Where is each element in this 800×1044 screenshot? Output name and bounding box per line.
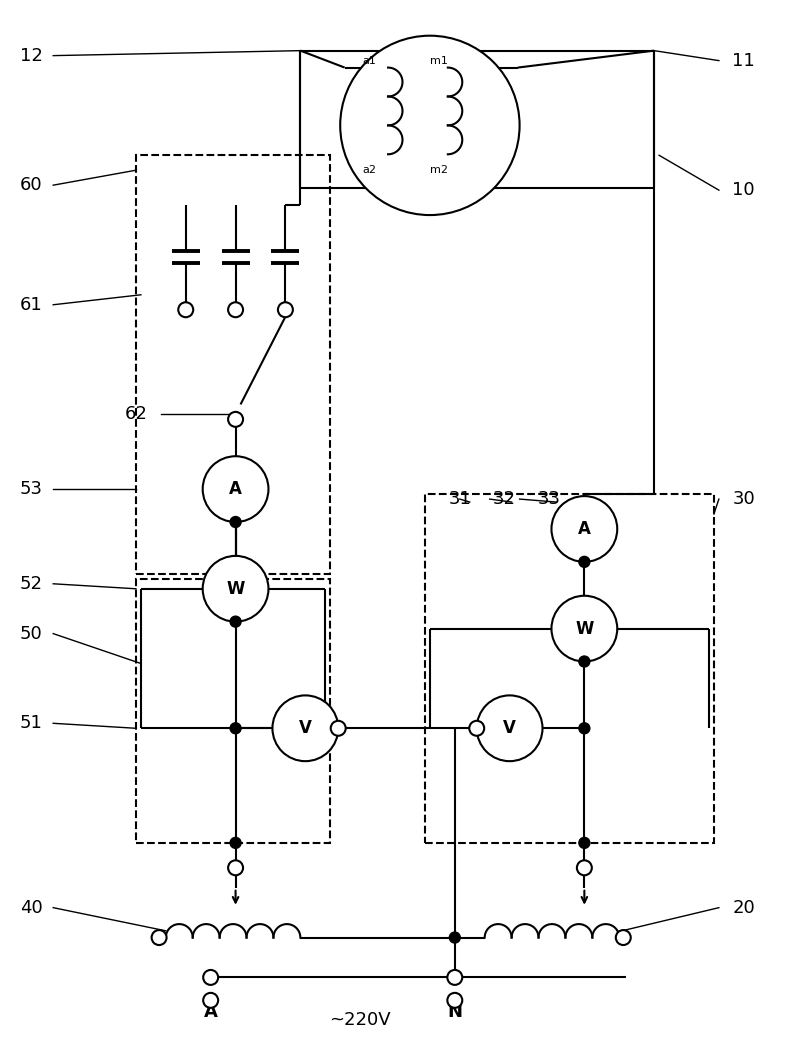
- Text: m1: m1: [430, 55, 448, 66]
- Bar: [425, 494, 714, 843]
- Text: 61: 61: [20, 295, 42, 314]
- Circle shape: [230, 616, 241, 627]
- Circle shape: [230, 517, 241, 527]
- Text: m2: m2: [430, 165, 448, 175]
- Text: 30: 30: [733, 490, 755, 508]
- Circle shape: [477, 695, 542, 761]
- Text: 52: 52: [20, 575, 42, 593]
- Circle shape: [579, 556, 590, 567]
- Text: A: A: [578, 520, 590, 538]
- Text: A: A: [204, 1003, 218, 1021]
- Text: ~220V: ~220V: [330, 1012, 391, 1029]
- Text: 33: 33: [538, 490, 561, 508]
- Circle shape: [273, 695, 338, 761]
- Text: a2: a2: [362, 165, 376, 175]
- Text: a1: a1: [362, 55, 376, 66]
- Circle shape: [340, 35, 519, 215]
- Circle shape: [551, 496, 618, 562]
- Circle shape: [178, 303, 194, 317]
- Text: 12: 12: [20, 47, 42, 65]
- Bar: [136, 156, 330, 574]
- Circle shape: [447, 970, 462, 984]
- Text: 31: 31: [448, 490, 471, 508]
- Text: 10: 10: [733, 182, 755, 199]
- Circle shape: [579, 837, 590, 849]
- Circle shape: [577, 860, 592, 875]
- Circle shape: [579, 722, 590, 734]
- Circle shape: [278, 303, 293, 317]
- Text: 62: 62: [125, 405, 147, 424]
- Circle shape: [447, 993, 462, 1007]
- Circle shape: [230, 837, 241, 849]
- Text: V: V: [299, 719, 312, 737]
- Circle shape: [228, 412, 243, 427]
- Text: W: W: [226, 579, 245, 598]
- Circle shape: [230, 722, 241, 734]
- Circle shape: [616, 930, 630, 945]
- Circle shape: [551, 596, 618, 662]
- Circle shape: [228, 303, 243, 317]
- Text: N: N: [447, 1003, 462, 1021]
- Text: 60: 60: [20, 176, 42, 194]
- Text: 40: 40: [20, 899, 42, 917]
- Text: 50: 50: [20, 624, 42, 643]
- Circle shape: [203, 993, 218, 1007]
- Text: V: V: [503, 719, 516, 737]
- Circle shape: [330, 720, 346, 736]
- Text: A: A: [229, 480, 242, 498]
- Circle shape: [152, 930, 166, 945]
- Text: 32: 32: [493, 490, 516, 508]
- Circle shape: [450, 932, 460, 943]
- Text: 11: 11: [733, 51, 755, 70]
- Circle shape: [203, 970, 218, 984]
- Text: 20: 20: [733, 899, 755, 917]
- Circle shape: [202, 456, 269, 522]
- Text: 53: 53: [20, 480, 42, 498]
- Circle shape: [202, 555, 269, 621]
- Circle shape: [579, 656, 590, 667]
- Circle shape: [228, 860, 243, 875]
- Bar: [136, 578, 330, 843]
- Text: 51: 51: [20, 714, 42, 732]
- Circle shape: [470, 720, 484, 736]
- Text: W: W: [575, 620, 594, 638]
